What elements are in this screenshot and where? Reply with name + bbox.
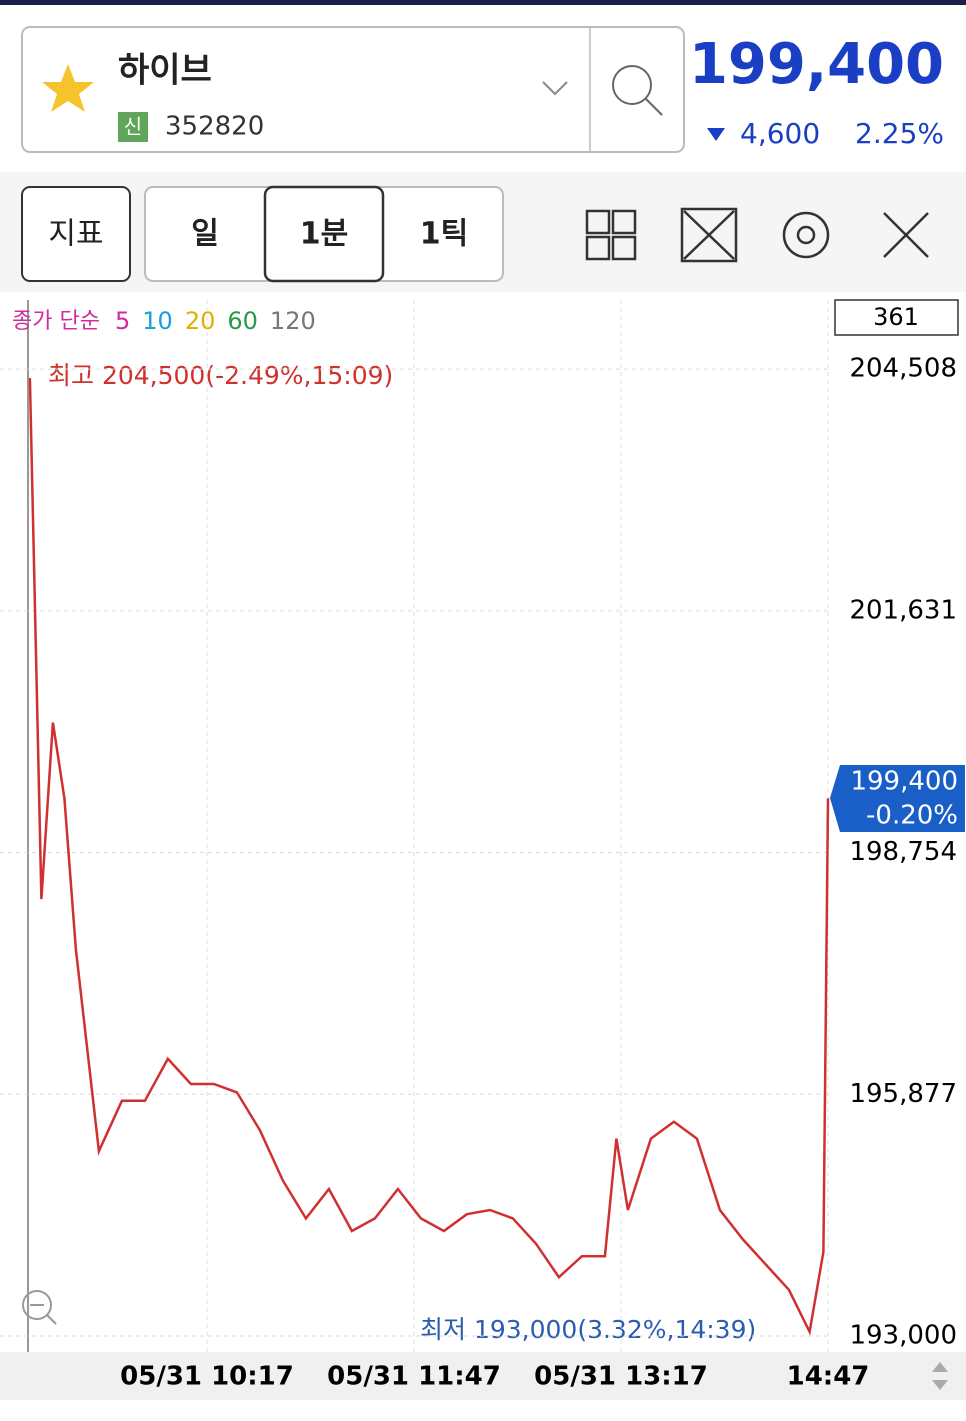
stock-code: 352820 (165, 112, 264, 142)
scroll-arrows[interactable] (932, 1362, 948, 1390)
zoom-out[interactable] (22, 1290, 57, 1325)
current-price: 199,400 (689, 32, 944, 97)
x-tick-label: 05/31 11:47 (327, 1362, 501, 1392)
legend-entry: 120 (270, 307, 316, 335)
count-label: 361 (873, 303, 919, 331)
price-tag-value: 199,400 (850, 767, 958, 797)
badge: 신 (124, 115, 142, 139)
period-selected[interactable] (263, 185, 385, 283)
legend-entry: 10 (142, 307, 173, 335)
indicator-label: 지표 (48, 217, 103, 252)
period-button[interactable]: 1틱 (420, 217, 468, 252)
indicator-button[interactable] (21, 186, 131, 282)
period-button[interactable]: 일 (191, 217, 219, 252)
x-tick-label: 14:47 (787, 1362, 870, 1392)
y-tick-label: 193,000 (849, 1321, 957, 1351)
y-tick-label: 204,508 (849, 354, 957, 384)
price-change: 4,600 (740, 117, 820, 150)
top-bar (0, 0, 966, 5)
badge-bg (118, 112, 148, 142)
change-rate: 2.25% (855, 117, 944, 150)
dropdown[interactable] (542, 81, 568, 96)
low-note: 최저 193,000(3.32%,14:39) (420, 1315, 756, 1344)
settings-icon[interactable] (782, 211, 830, 259)
layout-icon[interactable] (585, 209, 637, 261)
y-tick-label: 198,754 (849, 837, 957, 867)
x-tick-label: 05/31 10:17 (120, 1362, 294, 1392)
stock-name: 하이브 (118, 51, 212, 91)
high-note: 최고 204,500(-2.49%,15:09) (48, 361, 393, 390)
tools-icon[interactable] (883, 212, 929, 258)
legend-entry: 60 (227, 307, 258, 335)
search-icon[interactable] (612, 65, 663, 116)
count-box (834, 299, 959, 336)
x-tick-label: 05/31 13:17 (534, 1362, 708, 1392)
x-axis-strip (0, 1352, 966, 1400)
price-tag-change: -0.20% (866, 801, 958, 831)
price-tag (830, 765, 965, 832)
expand-icon[interactable] (680, 207, 738, 263)
legend-label: 종가 단순 (12, 309, 100, 334)
legend-entry: 20 (185, 307, 216, 335)
period-button[interactable]: 1분 (300, 217, 348, 252)
y-tick-label: 201,631 (849, 595, 957, 625)
down-arrow (707, 128, 725, 141)
favorite-star[interactable] (42, 64, 94, 112)
y-tick-label: 195,877 (849, 1079, 957, 1109)
price-line (28, 378, 830, 1336)
stock-box[interactable] (21, 26, 685, 153)
legend-entry: 5 (115, 307, 130, 335)
